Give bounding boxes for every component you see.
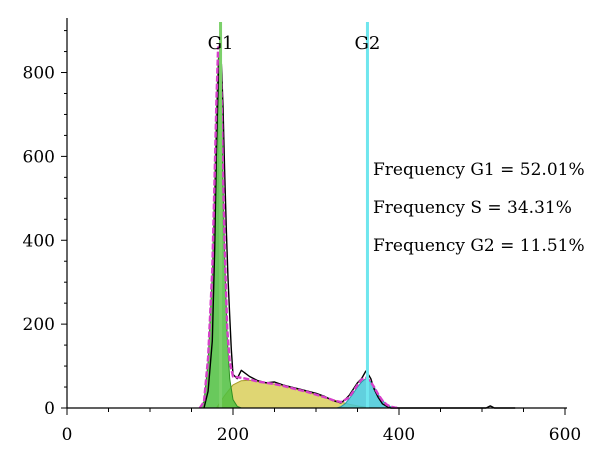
model-fit-line	[198, 46, 400, 410]
frequency-annotation: Frequency S = 34.31%	[373, 198, 572, 218]
x-tick-label: 0	[62, 425, 73, 445]
frequency-annotation: Frequency G2 = 11.51%	[373, 236, 585, 256]
phase-markers: G1 G2	[208, 22, 381, 408]
marker-label-g2: G2	[355, 33, 381, 54]
axes: 0 200 400 600 800 0 200 400 600	[23, 18, 581, 445]
data-lines	[198, 46, 516, 410]
marker-label-g1: G1	[208, 33, 234, 54]
x-tick-label: 200	[217, 425, 249, 445]
component-areas	[198, 51, 400, 409]
y-tick-label: 800	[23, 64, 55, 84]
y-tick-label: 200	[23, 315, 55, 335]
frequency-annotation: Frequency G1 = 52.01%	[373, 160, 585, 180]
annotations: Frequency G1 = 52.01% Frequency S = 34.31…	[373, 160, 585, 256]
histogram-line	[203, 55, 516, 409]
x-tick-label: 600	[549, 425, 581, 445]
x-tick-label: 400	[383, 425, 415, 445]
y-tick-label: 600	[23, 147, 55, 167]
y-tick-label: 400	[23, 231, 55, 251]
y-tick-label: 0	[44, 399, 55, 419]
